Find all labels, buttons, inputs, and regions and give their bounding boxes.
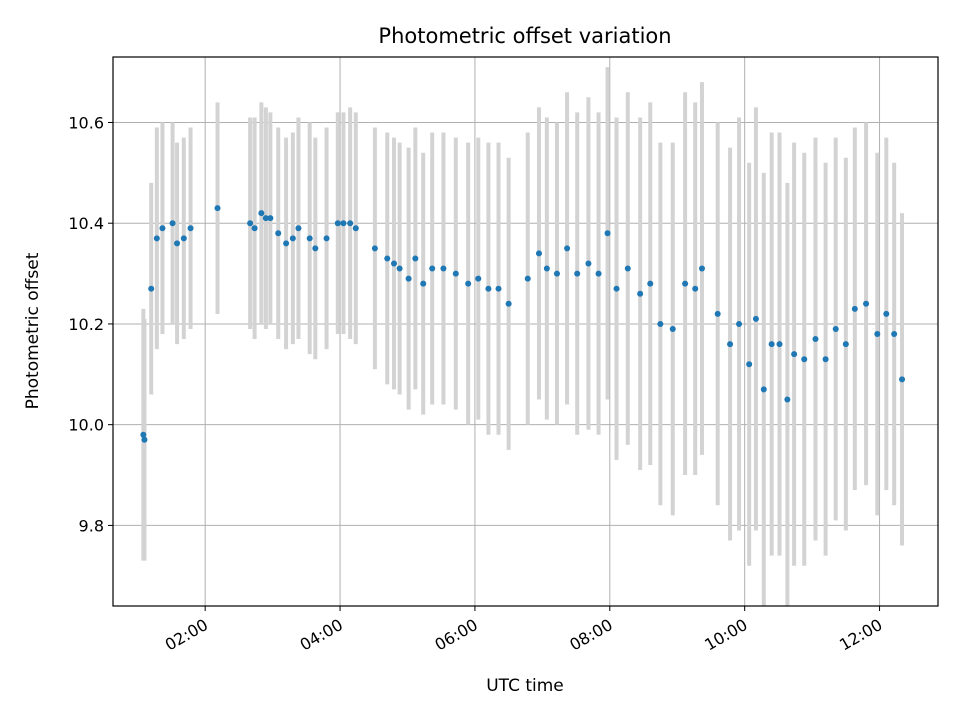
data-point xyxy=(585,260,592,267)
y-tick-label: 9.8 xyxy=(79,516,104,535)
data-point xyxy=(812,336,819,343)
data-point xyxy=(574,270,581,277)
data-point xyxy=(899,376,906,383)
data-point xyxy=(159,225,166,232)
data-point xyxy=(275,230,282,237)
y-tick-label: 10.6 xyxy=(68,113,104,132)
data-point xyxy=(647,280,654,287)
data-point xyxy=(657,320,664,327)
data-point xyxy=(187,225,194,232)
data-point xyxy=(637,290,644,297)
y-axis-label: Photometric offset xyxy=(23,252,43,409)
data-points xyxy=(140,205,906,443)
data-point xyxy=(295,225,302,232)
data-point xyxy=(452,270,459,277)
data-point xyxy=(883,310,890,317)
data-point xyxy=(352,225,359,232)
data-point xyxy=(214,205,221,212)
data-point xyxy=(334,220,341,227)
data-point xyxy=(340,220,347,227)
y-tick-label: 10.0 xyxy=(68,416,104,435)
data-point xyxy=(405,275,412,282)
data-point xyxy=(624,265,631,272)
data-point xyxy=(140,431,147,438)
data-point xyxy=(863,300,870,307)
data-point xyxy=(412,255,419,262)
data-point xyxy=(180,235,187,242)
data-point xyxy=(851,305,858,312)
plot-frame xyxy=(112,56,939,607)
data-point xyxy=(822,356,829,363)
data-point xyxy=(604,230,611,237)
data-point xyxy=(485,285,492,292)
data-point xyxy=(371,245,378,252)
data-point xyxy=(440,265,447,272)
data-point xyxy=(752,315,759,322)
data-point xyxy=(760,386,767,393)
data-point xyxy=(283,240,290,247)
data-point xyxy=(776,341,783,348)
data-point xyxy=(174,240,181,247)
data-point xyxy=(306,235,313,242)
data-point xyxy=(247,220,254,227)
data-point xyxy=(262,215,269,222)
data-point xyxy=(564,245,571,252)
data-point xyxy=(543,265,550,272)
data-point xyxy=(669,325,676,332)
data-point xyxy=(505,300,512,307)
y-axis-ticks: 9.8 10.0 10.2 10.4 10.6 xyxy=(68,113,113,535)
data-point xyxy=(396,265,403,272)
data-point xyxy=(153,235,160,242)
data-point xyxy=(553,270,560,277)
data-point xyxy=(148,285,155,292)
data-point xyxy=(727,341,734,348)
data-point xyxy=(736,320,743,327)
data-point xyxy=(535,250,542,257)
data-point xyxy=(258,210,265,217)
data-point xyxy=(698,265,705,272)
data-point xyxy=(495,285,502,292)
y-tick-label: 10.2 xyxy=(68,315,104,334)
data-point xyxy=(267,215,274,222)
data-point xyxy=(475,275,482,282)
data-point xyxy=(524,275,531,282)
data-point xyxy=(692,285,699,292)
data-point xyxy=(613,285,620,292)
data-point xyxy=(465,280,472,287)
data-point xyxy=(746,361,753,368)
data-point xyxy=(251,225,258,232)
data-point xyxy=(801,356,808,363)
data-point xyxy=(169,220,176,227)
data-point xyxy=(420,280,427,287)
chart-title: Photometric offset variation xyxy=(378,24,671,48)
data-point xyxy=(842,341,849,348)
data-point xyxy=(791,351,798,358)
data-point xyxy=(323,235,330,242)
y-tick-label: 10.4 xyxy=(68,214,104,233)
data-point xyxy=(289,235,296,242)
x-axis-label: UTC time xyxy=(486,676,564,696)
data-point xyxy=(141,436,148,443)
data-point xyxy=(682,280,689,287)
data-point xyxy=(347,220,354,227)
data-point xyxy=(832,325,839,332)
data-point xyxy=(390,260,397,267)
data-point xyxy=(595,270,602,277)
data-point xyxy=(874,331,881,338)
data-point xyxy=(784,396,791,403)
data-point xyxy=(312,245,319,252)
data-point xyxy=(891,331,898,338)
data-point xyxy=(768,341,775,348)
data-point xyxy=(384,255,391,262)
data-point xyxy=(714,310,721,317)
data-point xyxy=(429,265,436,272)
